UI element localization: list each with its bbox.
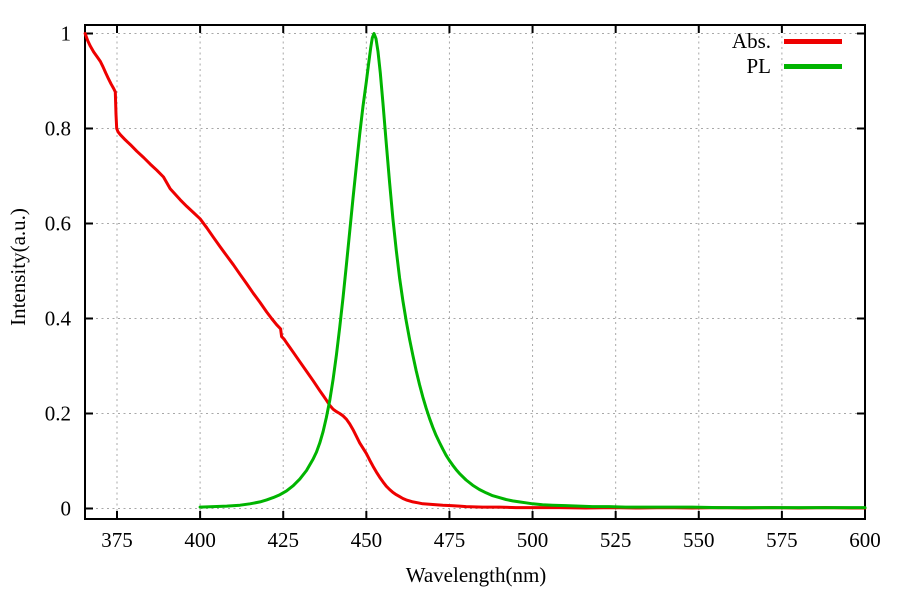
- x-tick-label: 575: [766, 528, 798, 552]
- x-tick-label: 375: [101, 528, 133, 552]
- x-tick-label: 400: [184, 528, 216, 552]
- y-tick-label: 0.4: [45, 307, 72, 331]
- x-tick-label: 475: [434, 528, 466, 552]
- abs-curve: [83, 32, 867, 510]
- x-tick-label: 450: [351, 528, 383, 552]
- legend-label-abs: Abs.: [731, 29, 771, 53]
- plot-border: [84, 24, 866, 520]
- y-tick-label: 0.2: [45, 402, 71, 426]
- y-tick-label: 0.8: [45, 117, 71, 141]
- y-axis-label: Intensity(a.u.): [6, 208, 30, 326]
- x-tick-label: 600: [849, 528, 881, 552]
- x-tick-label: 425: [267, 528, 299, 552]
- legend-entry-abs: Abs.: [732, 29, 842, 54]
- legend-line-sample-pl: [784, 64, 842, 69]
- x-tick-label: 500: [517, 528, 549, 552]
- x-axis-label: Wavelength(nm): [405, 563, 547, 587]
- y-tick-label: 1: [61, 22, 72, 46]
- legend: Abs. PL: [732, 29, 842, 79]
- x-tick-label: 525: [600, 528, 632, 552]
- legend-entry-pl: PL: [732, 54, 842, 79]
- y-tick-label: 0.6: [45, 212, 71, 236]
- x-tick-label: 550: [683, 528, 715, 552]
- legend-label-pl: PL: [746, 54, 771, 78]
- legend-line-sample-abs: [784, 39, 842, 44]
- pl-curve: [198, 32, 867, 510]
- y-tick-label: 0: [61, 497, 72, 521]
